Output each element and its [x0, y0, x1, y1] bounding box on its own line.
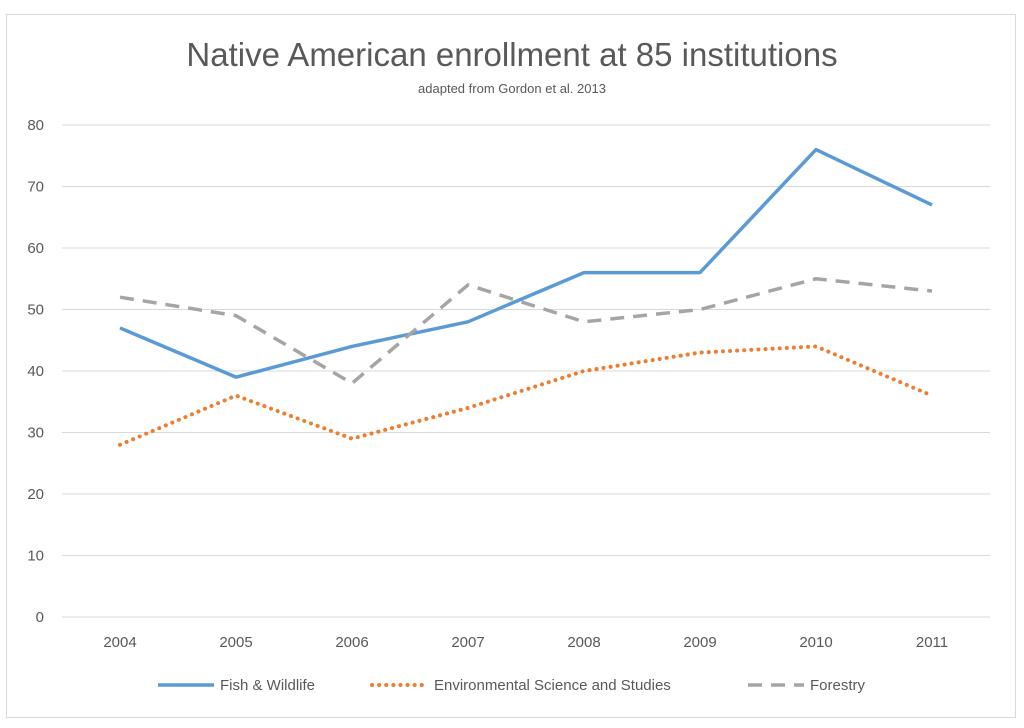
- series-line-environmental-science-and-studies: [118, 344, 934, 447]
- chart-frame: [6, 14, 1016, 718]
- x-tick-label: 2009: [683, 634, 716, 651]
- chart-title: Native American enrollment at 85 institu…: [186, 36, 837, 73]
- x-tick-label: 2006: [335, 634, 368, 651]
- series-line-fish-wildlife: [119, 147, 933, 379]
- x-tick-label: 2011: [916, 634, 948, 651]
- legend-label: Forestry: [810, 677, 866, 694]
- x-tick-label: 2005: [219, 634, 252, 651]
- chart-subtitle: adapted from Gordon et al. 2013: [418, 81, 606, 96]
- x-tick-label: 2007: [451, 634, 484, 651]
- y-tick-label: 30: [27, 425, 44, 442]
- y-tick-label: 20: [27, 486, 44, 503]
- y-tick-label: 40: [27, 363, 44, 380]
- y-tick-label: 10: [27, 548, 44, 565]
- y-tick-label: 70: [27, 179, 44, 196]
- y-tick-label: 0: [36, 609, 44, 626]
- y-tick-label: 80: [27, 117, 44, 134]
- y-tick-label: 60: [27, 240, 44, 257]
- y-tick-label: 50: [27, 302, 44, 319]
- legend-label: Environmental Science and Studies: [434, 677, 671, 694]
- legend-label: Fish & Wildlife: [220, 677, 315, 694]
- series-line-forestry: [119, 277, 933, 386]
- x-tick-label: 2010: [799, 634, 832, 651]
- x-tick-label: 2004: [103, 634, 136, 651]
- x-tick-label: 2008: [567, 634, 600, 651]
